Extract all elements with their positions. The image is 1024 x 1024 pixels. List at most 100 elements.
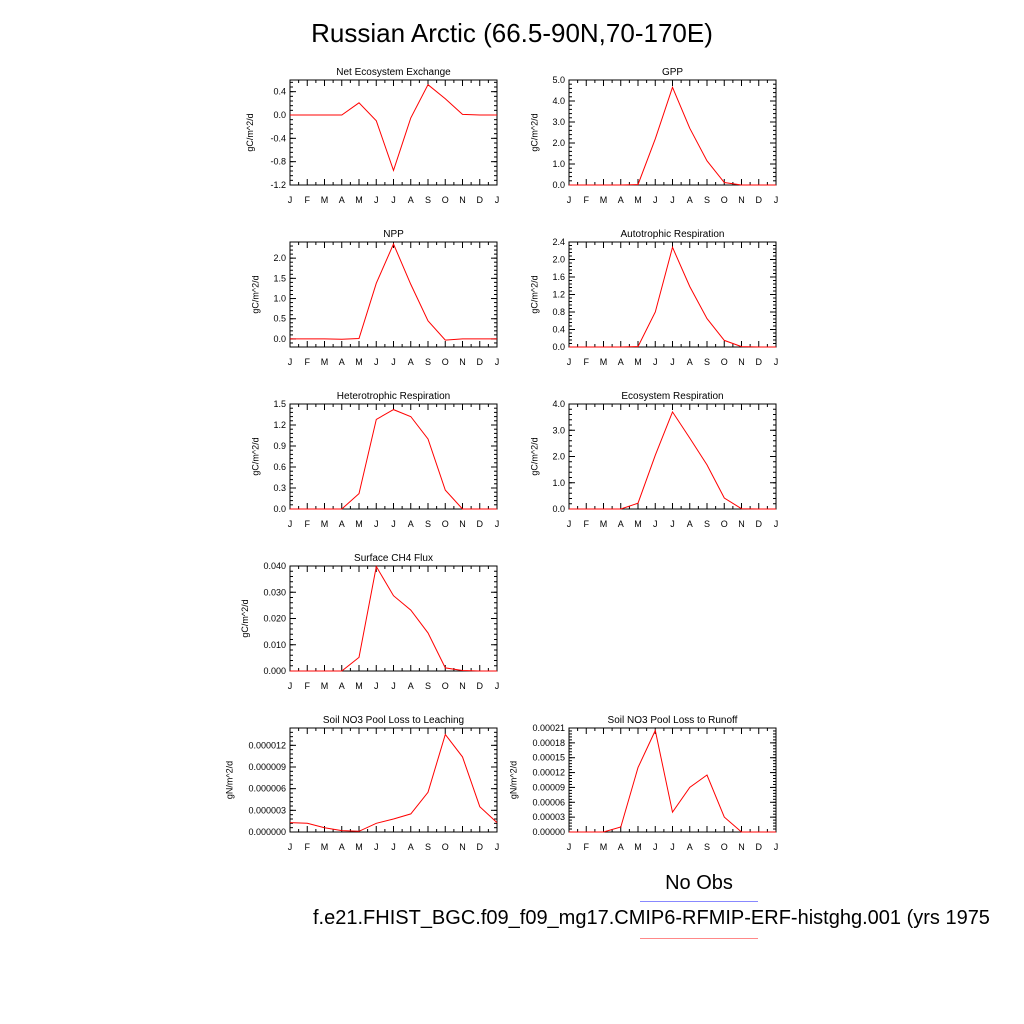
x-tick-label: J [374, 195, 379, 205]
x-tick-label: N [459, 842, 466, 852]
series-line [569, 85, 776, 186]
x-tick-label: A [408, 681, 414, 691]
plot-frame [289, 565, 498, 672]
x-tick-label: D [477, 357, 484, 367]
x-tick-label: F [305, 519, 311, 529]
y-tick-label: 0.00006 [532, 797, 565, 807]
x-tick-label: J [653, 842, 658, 852]
x-tick-label: J [391, 681, 396, 691]
x-tick-label: F [584, 195, 590, 205]
y-tick-label: 0.00003 [532, 812, 565, 822]
panel-7: J F M A M J J A S O N D J0.0000120.0000090.0000060.0… [224, 715, 499, 852]
x-tick-label: A [618, 195, 624, 205]
x-tick-label: D [477, 681, 484, 691]
legend-obs-line [640, 901, 758, 902]
x-tick-label: J [288, 195, 293, 205]
y-tick-label: 0.0 [552, 342, 565, 352]
x-tick-label: A [618, 842, 624, 852]
y-tick-label: 3.0 [552, 117, 565, 127]
panel-title: Soil NO3 Pool Loss to Runoff [608, 715, 738, 726]
x-tick-label: J [495, 519, 500, 529]
x-tick-label: A [339, 357, 345, 367]
y-tick-label: 0.040 [263, 561, 286, 571]
x-tick-label: O [442, 681, 449, 691]
y-tick-label: 0.4 [552, 325, 565, 335]
x-tick-label: S [425, 519, 431, 529]
figure-title: Russian Arctic (66.5-90N,70-170E) [311, 18, 713, 48]
x-tick-label: A [687, 842, 693, 852]
series-line [569, 245, 776, 348]
y-tick-label: 1.5 [273, 273, 286, 283]
y-tick-label: 5.0 [552, 75, 565, 85]
series-line [569, 728, 776, 833]
x-tick-label: J [391, 195, 396, 205]
x-tick-label: A [687, 357, 693, 367]
x-tick-label: F [584, 519, 590, 529]
series-line [290, 242, 497, 341]
y-tick-label: 0.0 [273, 504, 286, 514]
x-tick-label: A [687, 195, 693, 205]
x-tick-label: M [634, 195, 642, 205]
x-tick-label: O [721, 519, 728, 529]
x-tick-label: N [738, 842, 745, 852]
x-tick-label: A [339, 519, 345, 529]
y-tick-label: 0.000012 [248, 740, 286, 750]
panel-title: Ecosystem Respiration [621, 391, 723, 402]
x-tick-label: N [459, 519, 466, 529]
x-tick-label: N [738, 357, 745, 367]
x-tick-label: A [408, 519, 414, 529]
x-tick-label: D [756, 357, 763, 367]
y-tick-label: 0.8 [552, 307, 565, 317]
x-tick-label: M [600, 519, 608, 529]
legend-model-line [640, 938, 758, 939]
y-axis-label: gC/m^2/d [529, 437, 539, 475]
plot-frame [568, 241, 777, 348]
x-tick-label: S [704, 842, 710, 852]
y-tick-label: 0.9 [273, 441, 286, 451]
y-tick-label: 0.0 [273, 334, 286, 344]
y-tick-label: 0.00012 [532, 768, 565, 778]
x-tick-label: M [634, 357, 642, 367]
y-tick-label: 0.00015 [532, 753, 565, 763]
y-tick-label: 1.0 [552, 478, 565, 488]
x-tick-label: J [774, 519, 779, 529]
panel-1: J F M A M J J A S O N D J5.04.03.02.01.00.0GPPgC/m^2… [529, 67, 778, 205]
x-tick-label: S [704, 357, 710, 367]
x-tick-label: M [321, 681, 329, 691]
x-tick-label: J [567, 195, 572, 205]
x-tick-label: A [687, 519, 693, 529]
panel-title: NPP [383, 229, 404, 240]
y-axis-label: gC/m^2/d [250, 437, 260, 475]
y-tick-label: 2.0 [273, 253, 286, 263]
x-tick-label: J [653, 195, 658, 205]
y-tick-label: 0.5 [273, 314, 286, 324]
y-tick-label: 0.010 [263, 640, 286, 650]
y-tick-label: 3.0 [552, 425, 565, 435]
y-axis-label: gN/m^2/d [509, 761, 519, 799]
x-tick-label: J [374, 681, 379, 691]
x-tick-label: J [374, 519, 379, 529]
x-tick-label: M [600, 357, 608, 367]
x-tick-label: M [321, 519, 329, 529]
x-tick-label: J [567, 519, 572, 529]
x-tick-label: A [408, 357, 414, 367]
panel-3: J F M A M J J A S O N D J2.42.01.61.20.80.40.0Autotr… [529, 229, 778, 367]
panel-title: Surface CH4 Flux [354, 553, 433, 564]
x-tick-label: J [653, 357, 658, 367]
x-tick-label: J [670, 519, 675, 529]
x-tick-label: D [756, 519, 763, 529]
x-tick-label: J [495, 842, 500, 852]
panel-6: J F M A M J J A S O N D J0.0400.0300.0200.0100.000Su… [240, 553, 499, 691]
panel-8: J F M A M J J A S O N D J0.000210.000180.000150.0001… [509, 715, 779, 852]
x-tick-label: O [721, 195, 728, 205]
y-tick-label: 1.2 [552, 290, 565, 300]
x-tick-label: J [391, 357, 396, 367]
y-tick-label: 2.4 [552, 237, 565, 247]
y-axis-label: gC/m^2/d [250, 275, 260, 313]
x-tick-label: J [774, 842, 779, 852]
x-tick-label: M [355, 357, 363, 367]
x-tick-label: S [425, 357, 431, 367]
y-tick-label: 0.3 [273, 483, 286, 493]
